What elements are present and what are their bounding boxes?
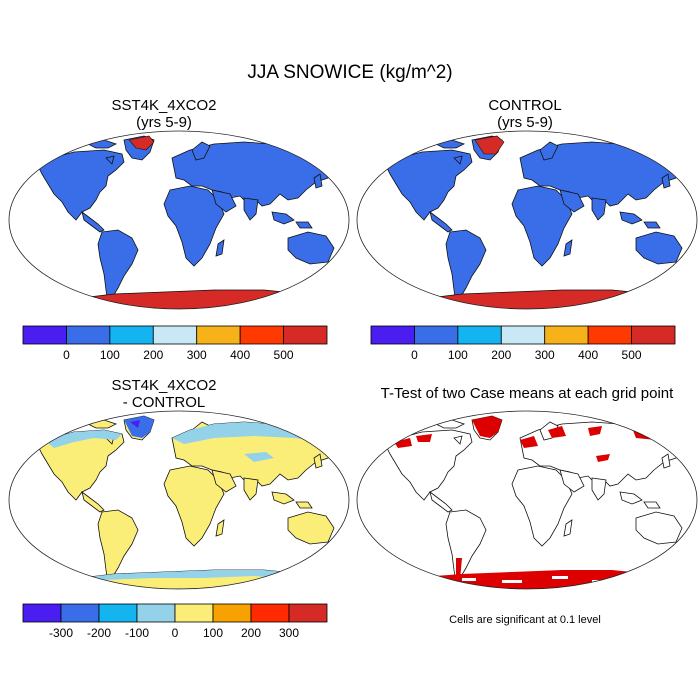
colorbar-diff-swatch-6	[250, 603, 290, 623]
greenland-ice-control	[474, 135, 505, 155]
antarctic-rim-diff	[64, 570, 334, 580]
antarctic-east-diff	[294, 580, 330, 586]
map-control-frame	[356, 130, 698, 310]
colorbar-control-swatch-0	[370, 325, 415, 345]
greenland-diff	[124, 416, 154, 438]
panel-control-title-line1: CONTROL	[488, 97, 562, 114]
colorbar-case-swatch-1	[66, 325, 111, 345]
colorbar-case-tick-label: 400	[230, 348, 250, 361]
panel-control-title: CONTROL (yrs 5-9)	[375, 97, 675, 131]
colorbar-case: 0 100 200 300 400 500	[22, 325, 328, 361]
colorbar-diff-swatch-0	[22, 603, 62, 623]
map-ttest-frame	[356, 410, 698, 590]
colorbar-case-tick-label: 100	[100, 348, 120, 361]
greenland-core-diff	[130, 420, 140, 428]
colorbar-control-tick-label: 300	[535, 348, 555, 361]
colorbar-case-swatch-4	[196, 325, 241, 345]
panel-case-title-line2: (yrs 5-9)	[136, 114, 192, 131]
arctic-americas-diff	[44, 430, 122, 448]
panel-case-title-line1: SST4K_4XCO2	[111, 97, 217, 114]
colorbar-diff-swatch-1	[60, 603, 100, 623]
tibet-diff	[244, 452, 274, 462]
panel-ttest-title: T-Test of two Case means at each grid po…	[380, 385, 674, 402]
colorbar-diff-tick-label: 200	[241, 626, 261, 639]
colorbar-diff-swatch-5	[212, 603, 252, 623]
colorbar-control-swatch-3	[500, 325, 546, 345]
land-case	[37, 135, 347, 305]
antarctica-control	[386, 289, 697, 309]
colorbar-control-swatch-4	[544, 325, 589, 345]
antarctic-edge-case	[52, 296, 82, 308]
map-case	[8, 130, 350, 310]
antarctic-west-diff	[48, 580, 80, 588]
panel-case-title: SST4K_4XCO2 (yrs 5-9)	[14, 97, 314, 131]
colorbar-diff-tick-label: -200	[87, 626, 111, 639]
map-ttest	[356, 410, 698, 590]
colorbar-diff-swatch-4	[174, 603, 214, 623]
greenland-ice-case	[128, 135, 155, 151]
colorbar-control: 0 100 200 300 400 500	[370, 325, 676, 361]
colorbar-diff-swatch-3	[136, 603, 176, 623]
colorbar-case-swatch-0	[22, 325, 67, 345]
colorbar-diff: -300 -200 -100 0 100 200 300	[22, 603, 328, 639]
colorbar-control-tick-label: 500	[622, 348, 642, 361]
significance-note: Cells are significant at 0.1 level	[449, 614, 601, 626]
land-control	[385, 135, 695, 305]
colorbar-case-tick-label: 0	[63, 348, 70, 361]
colorbar-control-swatch-1	[414, 325, 459, 345]
map-control	[356, 130, 698, 310]
colorbar-control-tick-label: 400	[578, 348, 598, 361]
colorbar-diff-swatch-7	[288, 603, 328, 623]
panel-control-title-line2: (yrs 5-9)	[497, 114, 553, 131]
colorbar-case-swatch-2	[109, 325, 154, 345]
colorbar-control-swatch-5	[587, 325, 632, 345]
colorbar-case-swatch-3	[152, 325, 198, 345]
colorbar-diff-tick-label: -100	[125, 626, 149, 639]
colorbar-case-tick-label: 500	[274, 348, 294, 361]
panel-diff-title-line2: - CONTROL	[122, 394, 206, 411]
figure-title: JJA SNOWICE (kg/m^2)	[247, 62, 453, 83]
colorbar-case-tick-label: 200	[143, 348, 163, 361]
colorbar-case-tick-label: 300	[187, 348, 207, 361]
colorbar-diff-tick-label: 0	[172, 626, 179, 639]
colorbar-control-tick-label: 200	[491, 348, 511, 361]
colorbar-diff-tick-label: -300	[49, 626, 73, 639]
colorbar-control-tick-label: 100	[448, 348, 468, 361]
panel-diff-title: SST4K_4XCO2 - CONTROL	[14, 377, 314, 411]
colorbar-control-tick-label: 0	[411, 348, 418, 361]
land-ttest	[385, 415, 695, 585]
antarctica-case	[38, 289, 349, 309]
map-diff-frame	[8, 410, 350, 590]
panel-diff-title-line1: SST4K_4XCO2	[111, 377, 217, 394]
colorbar-diff-swatch-2	[98, 603, 138, 623]
colorbar-case-swatch-6	[283, 325, 328, 345]
colorbar-diff-tick-label: 300	[279, 626, 299, 639]
colorbar-control-swatch-2	[457, 325, 502, 345]
colorbar-case-swatch-5	[239, 325, 284, 345]
map-diff	[8, 410, 350, 590]
colorbar-diff-tick-label: 100	[203, 626, 223, 639]
colorbar-control-swatch-6	[631, 325, 676, 345]
map-case-frame	[8, 130, 350, 310]
